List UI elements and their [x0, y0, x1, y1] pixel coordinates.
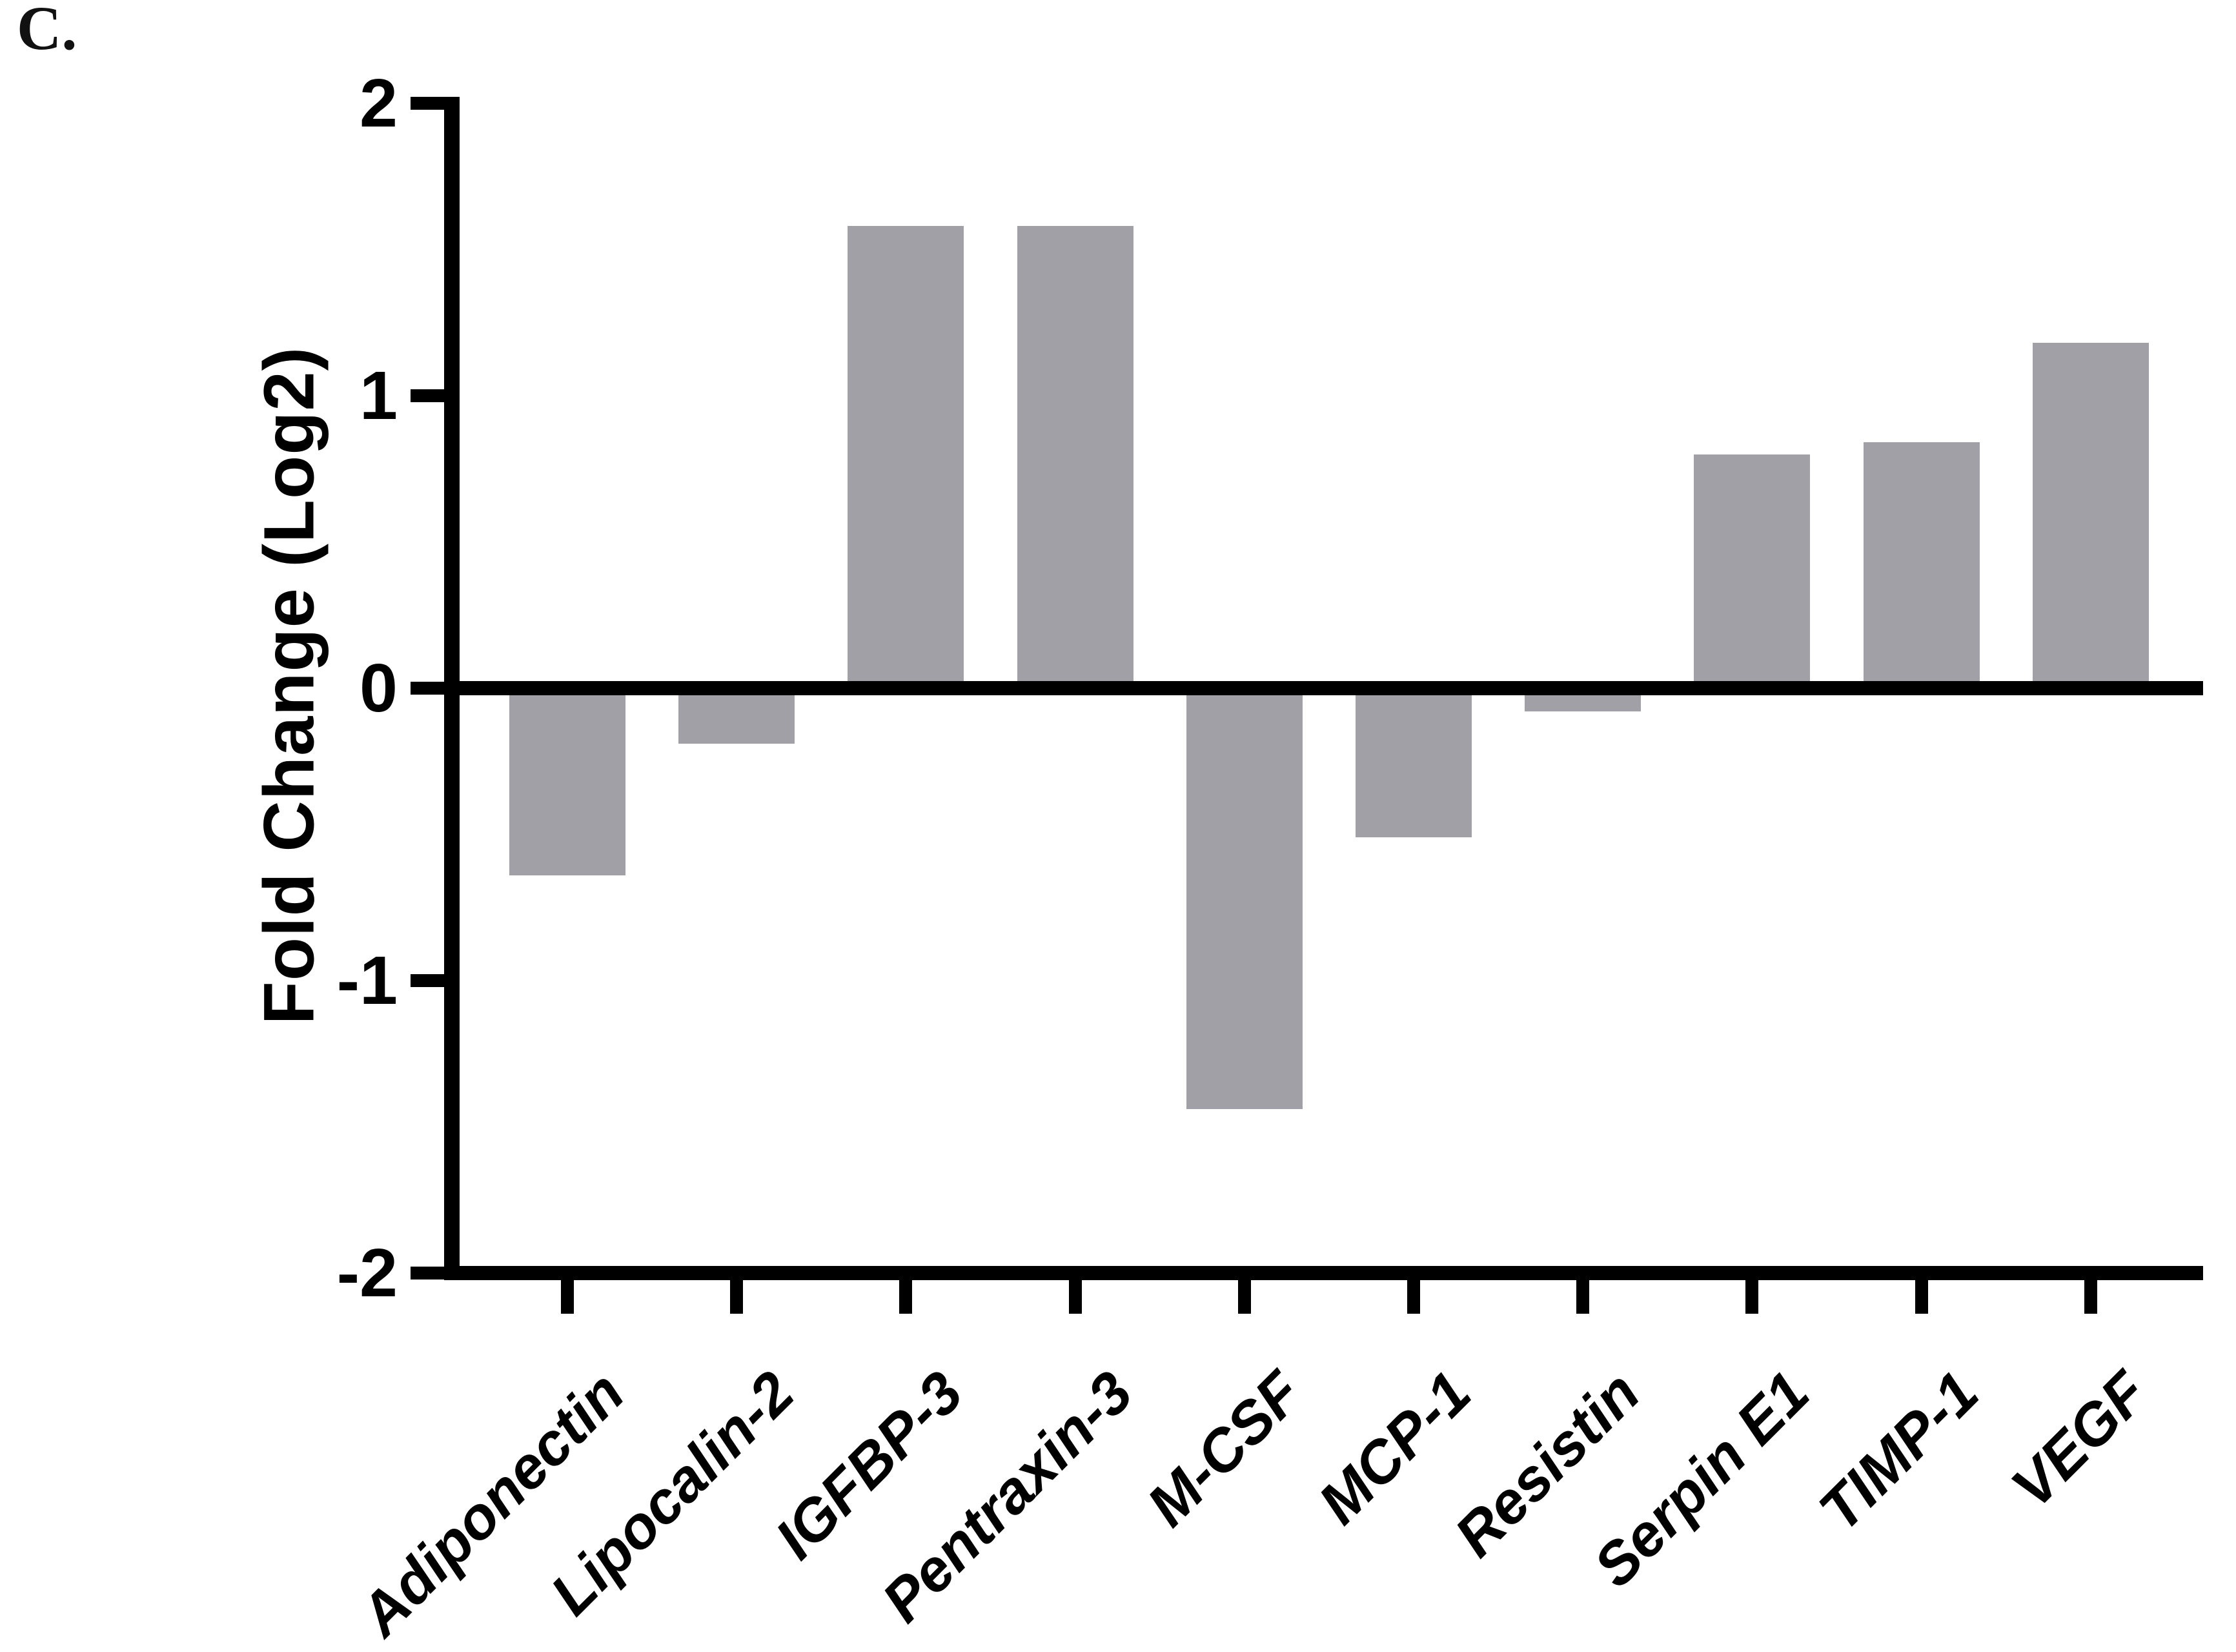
x-category-label: M-CSF — [1134, 1359, 1314, 1539]
y-tick — [411, 389, 444, 402]
bar — [1356, 688, 1472, 838]
x-tick — [1068, 1280, 1082, 1314]
x-category-label: VEGF — [1999, 1359, 2160, 1520]
bar — [1694, 454, 1811, 688]
y-tick-label: 2 — [360, 65, 398, 141]
y-tick-label: 1 — [360, 358, 398, 434]
x-tick — [1237, 1280, 1251, 1314]
y-tick — [411, 97, 444, 110]
x-tick — [899, 1280, 913, 1314]
y-tick-label: -1 — [336, 943, 398, 1019]
zero-line — [444, 681, 2203, 695]
figure-panel-label: C. — [17, 0, 77, 63]
bar — [2032, 343, 2149, 688]
bar — [1017, 226, 1133, 688]
x-tick — [561, 1280, 574, 1314]
y-tick-label: -2 — [336, 1235, 398, 1311]
x-category-label: TIMP-1 — [1807, 1359, 1991, 1544]
x-tick — [2084, 1280, 2097, 1314]
x-tick — [730, 1280, 744, 1314]
x-tick — [1407, 1280, 1420, 1314]
y-tick — [411, 682, 444, 695]
y-tick — [411, 974, 444, 987]
bar — [848, 226, 964, 688]
bar — [509, 688, 625, 875]
y-tick-label: 0 — [360, 650, 398, 726]
bar — [678, 688, 795, 744]
x-tick — [1915, 1280, 1928, 1314]
x-tick — [1576, 1280, 1590, 1314]
bar — [1863, 442, 1980, 688]
bar — [1186, 688, 1303, 1110]
x-axis-line — [444, 1266, 2203, 1280]
x-tick — [1745, 1280, 1759, 1314]
y-tick — [411, 1267, 444, 1280]
